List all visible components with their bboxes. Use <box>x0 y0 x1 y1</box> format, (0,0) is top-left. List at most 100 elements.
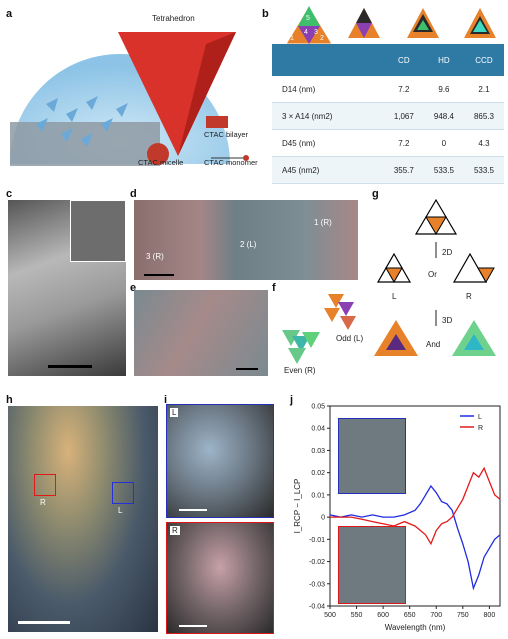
table-cell: 1,067 <box>383 102 424 130</box>
x-tick-label: 800 <box>484 612 496 619</box>
table-cell: 355.7 <box>383 156 424 184</box>
table-cell: 533.5 <box>463 156 504 184</box>
table-row: D14 (nm) 7.2 9.6 2.1 <box>272 76 504 103</box>
chart-legend: LR <box>460 414 483 432</box>
legend-label-L: L <box>478 414 482 421</box>
scale-bar-i-R <box>179 625 207 627</box>
label-ctac-monomer: CTAC monomer <box>204 158 258 167</box>
x-tick-label: 650 <box>404 612 416 619</box>
table-cell: 4.3 <box>463 129 504 157</box>
badge-R: R <box>170 526 180 535</box>
y-tick-label: 0.02 <box>311 470 325 477</box>
cd-spectrum-chart: 500 550 600 650 700 750 800 0.05 0.04 0.03 0.02 0.0… <box>293 404 501 632</box>
x-tick-label: 750 <box>457 612 469 619</box>
table-header-empty <box>272 44 384 76</box>
badge-L: L <box>170 408 179 417</box>
table-header-hd: HD <box>423 44 464 76</box>
optical-image-h: R L <box>8 406 158 632</box>
panel-g-diagram <box>374 198 496 356</box>
y-tick-label: -0.03 <box>309 581 325 588</box>
label-domain-3: 3 (R) <box>146 252 164 261</box>
scale-bar-i-L <box>179 509 207 511</box>
panel-label-b: b <box>262 8 269 20</box>
region-L <box>112 482 134 504</box>
table-cell: 2.1 <box>463 76 504 103</box>
table-cell: 7.2 <box>383 129 424 157</box>
panel-label-g: g <box>372 188 379 200</box>
cd-icon <box>348 8 380 38</box>
label-g-R: R <box>466 292 472 301</box>
face-3: 3 <box>314 29 318 36</box>
face-4: 4 <box>304 29 308 36</box>
label-h-R: R <box>40 498 46 507</box>
table-row: D45 (nm) 7.2 0 4.3 <box>272 129 504 157</box>
monomer-icon <box>243 155 249 161</box>
inset-c <box>70 200 126 262</box>
panel-label-e: e <box>130 282 137 294</box>
label-and: And <box>426 340 441 349</box>
y-tick-label: 0 <box>321 515 325 522</box>
panel-f-illustration <box>282 294 356 364</box>
plot-frame <box>329 405 501 607</box>
row-label: A45 (nm2) <box>272 156 384 184</box>
face-diagram: 5 1 4 2 3 <box>285 5 333 45</box>
label-3d: 3D <box>442 316 453 325</box>
label-domain-2: 2 (L) <box>240 240 257 249</box>
face-2: 2 <box>320 35 324 42</box>
table-row: 3 × A14 (nm2) 1,067 948.4 865.3 <box>272 102 504 130</box>
y-tick-label: 0.01 <box>311 492 325 499</box>
chart-ticks: 500 550 600 650 700 750 800 0.05 0.04 0.03 0.02 0.0… <box>309 404 495 620</box>
sem-image-i-R: R <box>166 522 274 634</box>
table-cell: 533.5 <box>423 156 464 184</box>
label-tetrahedron: Tetrahedron <box>152 14 195 23</box>
inset-j-bottom <box>338 526 406 604</box>
face-1: 1 <box>290 35 294 42</box>
series-line-L <box>329 484 501 591</box>
scale-bar-h <box>18 621 70 624</box>
bilayer-icon <box>206 116 228 128</box>
inset-j-top <box>338 418 406 494</box>
y-tick-label: 0.05 <box>311 404 325 411</box>
sem-image-c <box>8 200 126 376</box>
x-tick-label: 700 <box>430 612 442 619</box>
table-cell: 0 <box>423 129 464 157</box>
row-label: D45 (nm) <box>272 129 384 157</box>
scale-bar-e <box>236 368 258 370</box>
label-ctac-bilayer: CTAC bilayer <box>204 130 249 139</box>
table-cell: 865.3 <box>463 102 504 130</box>
scale-bar-c <box>48 365 92 368</box>
region-R <box>34 474 56 496</box>
face-5: 5 <box>306 15 310 22</box>
y-tick-label: -0.01 <box>309 537 325 544</box>
series-line-R <box>330 466 501 546</box>
panel-label-d: d <box>130 188 137 200</box>
table-header-cd: CD <box>383 44 424 76</box>
table-cell: 7.2 <box>383 76 424 103</box>
even-assembly <box>282 330 320 364</box>
ccd-icon <box>464 8 496 38</box>
label-odd: Odd (L) <box>336 334 364 343</box>
table-cell: 948.4 <box>423 102 464 130</box>
label-h-L: L <box>118 506 123 515</box>
odd-assembly <box>324 294 356 330</box>
panel-a-illustration <box>10 32 249 166</box>
label-2d: 2D <box>442 248 453 257</box>
label-even: Even (R) <box>284 366 316 375</box>
table-header-ccd: CCD <box>463 44 504 76</box>
chart-axes <box>329 405 501 607</box>
label-ctac-micelle: CTAC micelle <box>138 158 184 167</box>
comparison-table: CD HD CCD D14 (nm) 7.2 9.6 2.1 3 × A14 (… <box>272 44 504 184</box>
panel-label-c: c <box>6 188 13 200</box>
label-domain-1: 1 (R) <box>314 218 332 227</box>
label-g-L: L <box>392 292 397 301</box>
y-tick-label: 0.03 <box>311 448 325 455</box>
sem-image-e <box>134 290 268 376</box>
legend-label-R: R <box>478 425 483 432</box>
panel-label-j: j <box>290 394 294 406</box>
micelle-icon <box>147 143 169 165</box>
x-axis-label: Wavelength (nm) <box>385 623 446 632</box>
panel-label-f: f <box>272 282 276 294</box>
hd-icon <box>407 8 439 38</box>
panel-label-h: h <box>6 394 13 406</box>
table-cell: 9.6 <box>423 76 464 103</box>
